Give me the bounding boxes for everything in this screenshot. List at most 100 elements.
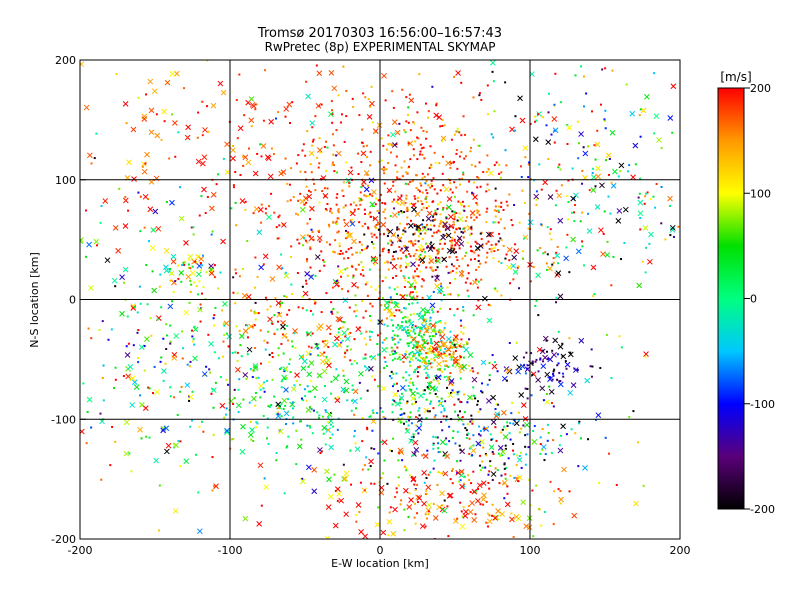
data-point-dot <box>254 108 257 111</box>
data-point-dot <box>455 212 458 215</box>
data-point-dot <box>279 302 282 305</box>
data-point-dot <box>320 311 323 314</box>
data-point-dot <box>122 281 125 284</box>
data-point-dot <box>542 349 545 352</box>
data-point-dot <box>611 69 614 72</box>
data-point-dot <box>458 212 461 215</box>
data-point-dot <box>320 103 323 106</box>
data-point-x <box>316 372 323 379</box>
data-point-dot <box>377 199 380 202</box>
data-point-dot <box>337 217 340 220</box>
data-point-x <box>311 467 318 473</box>
data-point-dot <box>393 350 396 353</box>
data-point-dot <box>573 367 576 370</box>
data-point-dot <box>615 483 618 486</box>
data-point-dot <box>194 453 197 456</box>
data-point-dot <box>430 342 433 345</box>
data-point-dot <box>255 377 258 380</box>
data-point-dot <box>453 75 456 78</box>
data-point-dot <box>386 242 389 245</box>
data-point-dot <box>517 411 520 414</box>
data-point-dot <box>425 189 428 192</box>
data-point-x <box>595 412 602 419</box>
data-point-x <box>141 116 148 122</box>
data-point-x <box>547 265 553 272</box>
data-point-dot <box>458 444 461 447</box>
data-point-dot <box>407 515 410 518</box>
data-point-x <box>505 367 511 374</box>
data-point-dot <box>462 356 465 359</box>
data-point-dot <box>602 232 605 235</box>
data-point-dot <box>486 84 489 87</box>
data-point-dot <box>317 166 320 169</box>
data-point-dot <box>486 512 489 515</box>
data-point-dot <box>422 319 425 322</box>
data-point-dot <box>454 277 457 280</box>
data-point-dot <box>550 401 553 404</box>
data-point-dot <box>448 376 451 379</box>
data-point-dot <box>574 432 577 435</box>
data-point-x <box>517 95 523 102</box>
data-point-dot <box>513 476 516 479</box>
data-point-x <box>341 330 348 336</box>
data-point-dot <box>427 360 430 363</box>
data-point-dot <box>499 454 502 457</box>
data-point-x <box>432 515 439 521</box>
data-point-dot <box>365 456 368 459</box>
data-point-dot <box>292 422 295 425</box>
data-point-dot <box>497 209 500 212</box>
data-point-dot <box>433 359 436 362</box>
data-point-dot <box>305 201 308 204</box>
data-point-dot <box>492 257 495 260</box>
data-point-dot <box>504 149 507 152</box>
data-point-dot <box>339 252 342 255</box>
data-point-dot <box>555 301 558 304</box>
data-point-x <box>277 428 284 435</box>
data-point-x <box>604 252 611 258</box>
data-point-x <box>452 336 459 343</box>
data-point-dot <box>417 275 420 278</box>
data-point-dot <box>217 173 220 176</box>
data-point-x <box>332 341 338 348</box>
data-point-dot <box>263 390 266 393</box>
data-point-x <box>192 355 198 362</box>
data-point-dot <box>281 267 284 270</box>
data-point-dot <box>403 465 406 468</box>
data-point-x <box>296 443 303 450</box>
data-point-dot <box>349 483 352 486</box>
data-point-dot <box>412 233 415 236</box>
data-point-dot <box>643 202 646 205</box>
data-point-dot <box>457 227 460 230</box>
data-point-dot <box>460 151 463 154</box>
data-point-dot <box>532 429 535 432</box>
data-point-dot <box>476 372 479 375</box>
data-point-dot <box>387 251 390 254</box>
data-point-x <box>475 304 482 311</box>
data-point-dot <box>610 377 613 380</box>
data-point-dot <box>231 351 234 354</box>
data-point-dot <box>207 333 210 336</box>
data-point-dot <box>484 261 487 264</box>
data-point-dot <box>453 238 456 241</box>
data-point-dot <box>426 348 429 351</box>
data-point-dot <box>354 513 357 516</box>
data-point-dot <box>432 177 435 180</box>
data-point-dot <box>533 120 536 123</box>
data-point-dot <box>455 228 458 231</box>
data-point-dot <box>524 434 527 437</box>
data-point-dot <box>422 129 425 132</box>
data-point-dot <box>509 474 512 477</box>
data-point-dot <box>455 152 458 155</box>
data-point-dot <box>513 418 516 421</box>
data-point-dot <box>383 323 386 326</box>
data-point-x <box>394 129 401 136</box>
data-point-dot <box>436 310 439 313</box>
data-point-x <box>459 483 465 490</box>
data-point-x <box>343 378 350 385</box>
data-point-dot <box>458 390 461 393</box>
data-point-dot <box>432 435 435 438</box>
data-point-dot <box>382 144 385 147</box>
data-point-dot <box>470 258 473 261</box>
data-point-dot <box>436 348 439 351</box>
data-point-dot <box>449 182 452 185</box>
